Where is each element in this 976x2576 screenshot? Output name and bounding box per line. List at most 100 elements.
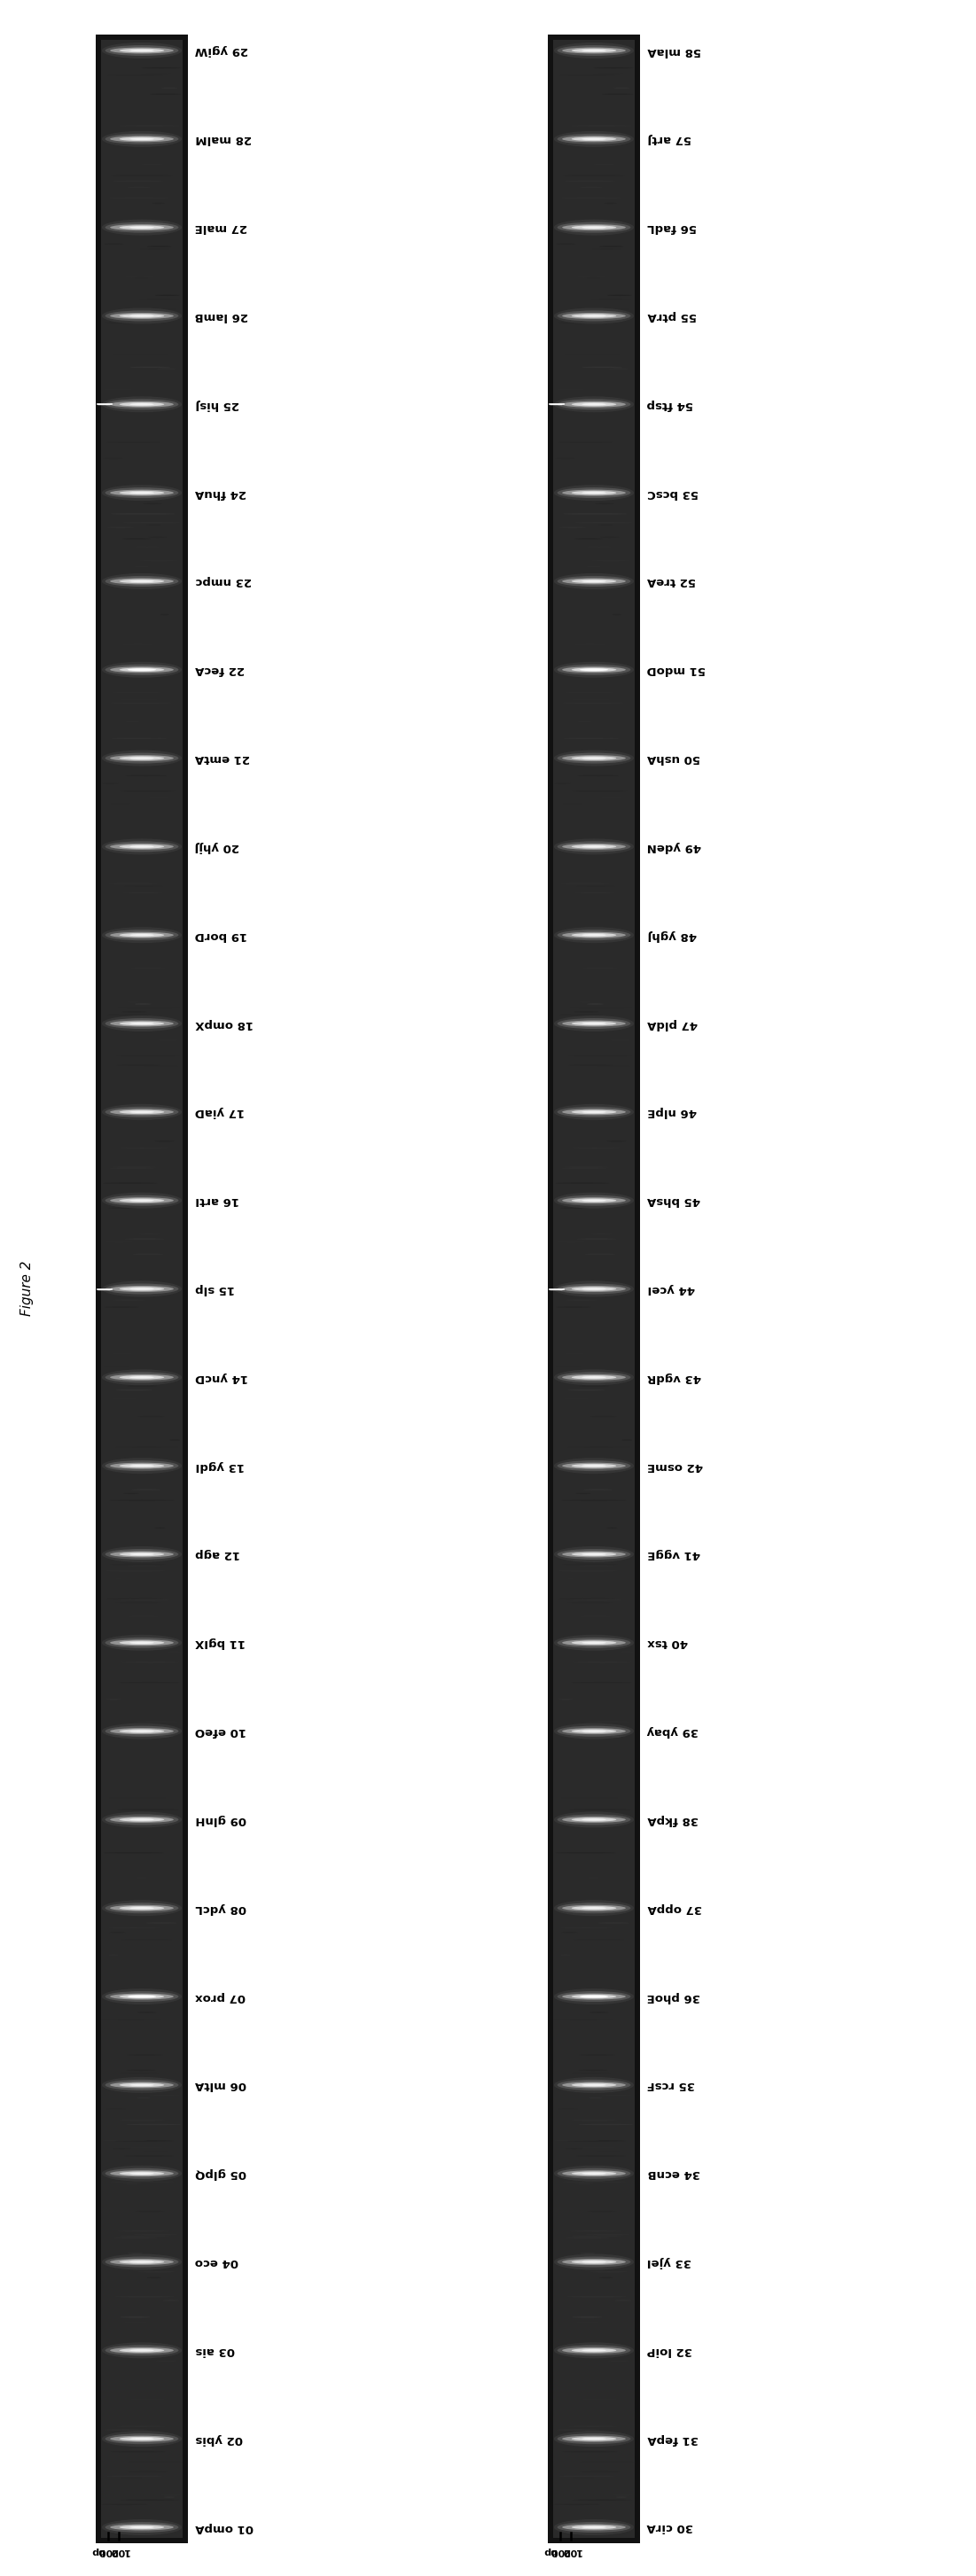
Ellipse shape (110, 1728, 174, 1734)
Text: 100: 100 (560, 2548, 581, 2555)
Ellipse shape (105, 134, 179, 144)
Text: 37 oppA: 37 oppA (647, 1901, 702, 1914)
Ellipse shape (105, 2079, 179, 2089)
Text: 31 fepA: 31 fepA (647, 2434, 698, 2445)
Ellipse shape (119, 137, 164, 142)
Ellipse shape (554, 1901, 633, 1917)
Ellipse shape (102, 1015, 182, 1030)
Ellipse shape (119, 1023, 164, 1025)
Ellipse shape (557, 399, 630, 410)
Ellipse shape (562, 2437, 626, 2442)
Ellipse shape (102, 2166, 182, 2182)
Ellipse shape (105, 222, 179, 232)
Ellipse shape (572, 2437, 617, 2442)
Text: 02 ybis: 02 ybis (195, 2434, 243, 2445)
Ellipse shape (554, 1546, 633, 1561)
Text: 42 osmE: 42 osmE (647, 1461, 703, 1471)
Ellipse shape (562, 1906, 626, 1911)
Ellipse shape (554, 2342, 633, 2357)
Ellipse shape (562, 1108, 626, 1115)
Ellipse shape (102, 2076, 182, 2092)
Ellipse shape (110, 312, 174, 319)
Ellipse shape (557, 1991, 630, 2002)
Text: 03 ais: 03 ais (195, 2344, 234, 2357)
Ellipse shape (572, 845, 617, 848)
Ellipse shape (102, 131, 182, 147)
Ellipse shape (562, 312, 626, 319)
Ellipse shape (557, 1726, 630, 1736)
Ellipse shape (557, 487, 630, 497)
Ellipse shape (110, 224, 174, 229)
Ellipse shape (562, 667, 626, 672)
Ellipse shape (557, 312, 630, 322)
Ellipse shape (110, 2081, 174, 2089)
Ellipse shape (554, 2166, 633, 2182)
Ellipse shape (554, 131, 633, 147)
Text: 33 yjeI: 33 yjeI (647, 2257, 692, 2267)
Bar (96, 33, 188, 2543)
Ellipse shape (119, 1906, 164, 1909)
Ellipse shape (119, 2437, 164, 2442)
Ellipse shape (110, 1463, 174, 1468)
Ellipse shape (554, 309, 633, 325)
Ellipse shape (105, 577, 179, 587)
Ellipse shape (580, 1996, 608, 1999)
Ellipse shape (105, 1195, 179, 1206)
Ellipse shape (557, 665, 630, 675)
Ellipse shape (557, 2079, 630, 2089)
Ellipse shape (119, 1728, 164, 1734)
Ellipse shape (110, 489, 174, 497)
Ellipse shape (110, 2259, 174, 2264)
Text: 29 ygiW: 29 ygiW (195, 44, 249, 57)
Ellipse shape (119, 1819, 164, 1821)
Text: 12 agp: 12 agp (195, 1548, 240, 1561)
Ellipse shape (119, 314, 164, 317)
Ellipse shape (110, 577, 174, 585)
Ellipse shape (110, 1816, 174, 1824)
Text: 45 bhsA: 45 bhsA (647, 1195, 701, 1206)
Ellipse shape (119, 1198, 164, 1203)
Ellipse shape (562, 842, 626, 850)
Ellipse shape (105, 1638, 179, 1649)
Ellipse shape (102, 840, 182, 855)
Ellipse shape (562, 489, 626, 497)
Ellipse shape (110, 2524, 174, 2530)
Ellipse shape (102, 574, 182, 590)
Ellipse shape (119, 1994, 164, 1999)
Ellipse shape (554, 1723, 633, 1739)
Ellipse shape (102, 397, 182, 412)
Ellipse shape (562, 2172, 626, 2177)
Text: 16 artI: 16 artI (195, 1195, 239, 1206)
Text: 04 eco: 04 eco (195, 2257, 239, 2267)
Ellipse shape (119, 49, 164, 52)
Ellipse shape (105, 1726, 179, 1736)
Ellipse shape (119, 1376, 164, 1378)
Ellipse shape (105, 1108, 179, 1118)
Ellipse shape (119, 1288, 164, 1291)
Text: 10 efeO: 10 efeO (195, 1726, 247, 1736)
Ellipse shape (562, 224, 626, 229)
Text: 41 vggE: 41 vggE (647, 1548, 700, 1561)
Ellipse shape (128, 1996, 156, 1999)
Ellipse shape (562, 577, 626, 585)
Ellipse shape (110, 933, 174, 938)
Text: Figure 2: Figure 2 (20, 1260, 33, 1316)
Ellipse shape (562, 755, 626, 762)
Ellipse shape (102, 1105, 182, 1121)
Ellipse shape (554, 927, 633, 943)
Text: 23 nmpc: 23 nmpc (195, 574, 251, 587)
Text: 43 vgdR: 43 vgdR (647, 1370, 701, 1383)
Ellipse shape (572, 2349, 617, 2352)
Ellipse shape (110, 1020, 174, 1028)
Ellipse shape (119, 1553, 164, 1556)
Ellipse shape (110, 2347, 174, 2354)
Bar (102, 39, 183, 2537)
Ellipse shape (102, 2254, 182, 2269)
Text: 58 mlaA: 58 mlaA (647, 44, 701, 57)
Ellipse shape (102, 1901, 182, 1917)
Ellipse shape (105, 312, 179, 322)
Ellipse shape (102, 484, 182, 500)
Ellipse shape (119, 492, 164, 495)
Ellipse shape (119, 580, 164, 582)
Ellipse shape (562, 1638, 626, 1646)
